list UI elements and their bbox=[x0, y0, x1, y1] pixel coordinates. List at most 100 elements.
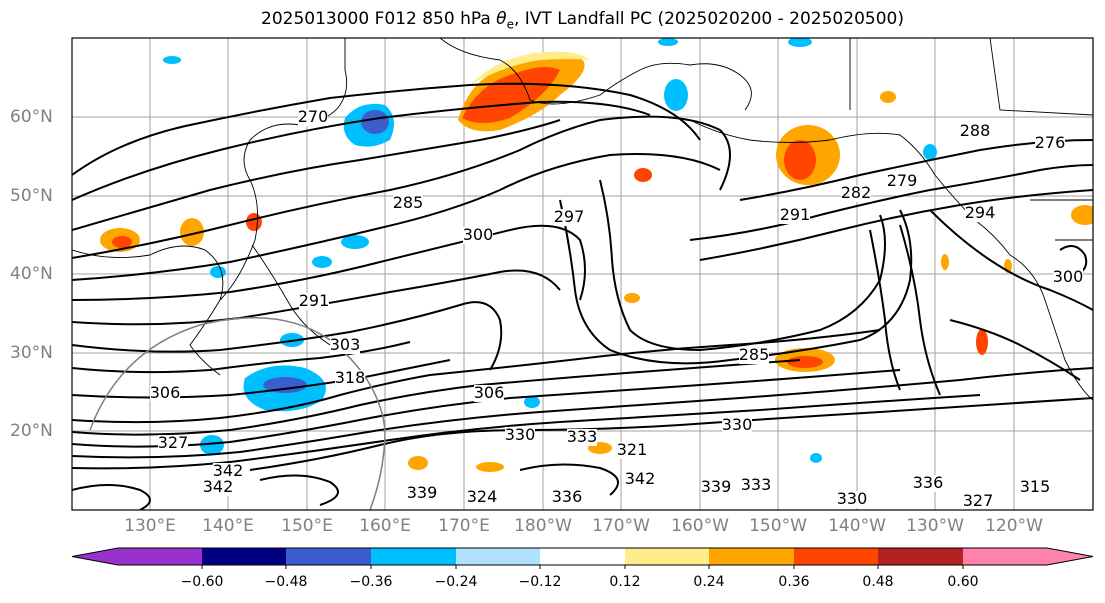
lat-label: 30°N bbox=[10, 343, 53, 363]
contour-label-bg bbox=[963, 493, 993, 510]
contour-label: 342 bbox=[625, 469, 656, 488]
contour-label-bg bbox=[960, 123, 990, 140]
contour-label-bg bbox=[567, 429, 597, 446]
colorbar-outline bbox=[71, 547, 1094, 566]
lon-label: 180°W bbox=[514, 516, 572, 536]
contour-label: 282 bbox=[841, 183, 872, 202]
lon-label: 140°W bbox=[828, 516, 886, 536]
contour-label-bg bbox=[1053, 269, 1083, 286]
contour-label: 285 bbox=[739, 345, 770, 364]
colorbar-tick-label: 0.60 bbox=[947, 574, 979, 590]
contour-label: 336 bbox=[552, 487, 583, 506]
contour-label: 300 bbox=[463, 225, 494, 244]
colorbar-tick-label: −0.24 bbox=[434, 574, 478, 590]
contour-label-bg bbox=[841, 185, 871, 202]
colorbar-segment bbox=[456, 548, 540, 565]
contour-label-bg bbox=[554, 209, 584, 226]
contour-label-bg bbox=[335, 370, 365, 387]
contour-label-bg bbox=[299, 293, 329, 310]
contour-label-bg bbox=[505, 427, 535, 444]
colorbar-tick-label: 0.24 bbox=[693, 574, 725, 590]
contour-label-bg bbox=[213, 463, 243, 480]
lon-label: 130°E bbox=[124, 516, 176, 536]
contour-label-bg bbox=[474, 385, 504, 402]
contour-label: 336 bbox=[913, 473, 944, 492]
lon-label: 150°E bbox=[281, 516, 333, 536]
contour-label: 327 bbox=[158, 433, 189, 452]
contour-label: 291 bbox=[299, 291, 330, 310]
colorbar-tick-label: −0.12 bbox=[518, 574, 562, 590]
contour-label: 306 bbox=[474, 383, 505, 402]
contour-label-bg bbox=[837, 491, 867, 508]
contour-label: 339 bbox=[701, 477, 732, 496]
contour-label-bg bbox=[913, 475, 943, 492]
contour-label: 303 bbox=[330, 335, 361, 354]
colorbar-segment bbox=[963, 548, 1093, 565]
contour-label: 285 bbox=[393, 193, 424, 212]
contour-label: 279 bbox=[887, 171, 918, 190]
contour-label-bg bbox=[887, 173, 917, 190]
contour-label-bg bbox=[965, 205, 995, 222]
contour-label: 342 bbox=[213, 461, 244, 480]
contour-label: 270 bbox=[298, 107, 329, 126]
colorbar-segment bbox=[625, 548, 709, 565]
contour-label: 288 bbox=[960, 121, 991, 140]
contour-label: 330 bbox=[837, 489, 868, 508]
colorbar-tick-label: 0.36 bbox=[778, 574, 810, 590]
equator-circle-arc bbox=[89, 317, 386, 510]
lon-label: 150°W bbox=[749, 516, 807, 536]
contour-label-bg bbox=[407, 485, 437, 502]
contour-label-bg bbox=[467, 489, 497, 506]
lon-label: 130°W bbox=[906, 516, 964, 536]
contour-label-bg bbox=[1020, 479, 1050, 496]
contour-label-bg bbox=[158, 435, 188, 452]
lat-label: 60°N bbox=[10, 107, 53, 127]
contour-label: 330 bbox=[722, 415, 753, 434]
lat-label: 50°N bbox=[10, 186, 53, 206]
contour-label: 297 bbox=[554, 207, 585, 226]
map-frame bbox=[71, 37, 1094, 511]
lon-label: 140°E bbox=[202, 516, 254, 536]
lon-label: 160°E bbox=[359, 516, 411, 536]
colorbar-segment bbox=[371, 548, 456, 565]
lon-label: 170°W bbox=[592, 516, 650, 536]
lon-label: 170°E bbox=[438, 516, 490, 536]
contour-label-bg bbox=[203, 479, 233, 496]
contour-label: 276 bbox=[1035, 133, 1066, 152]
contour-label-bg bbox=[739, 347, 769, 364]
contour-label: 294 bbox=[965, 203, 996, 222]
positive-anomaly-bering-edge bbox=[470, 51, 590, 85]
colorbar-tick-label: 0.48 bbox=[862, 574, 894, 590]
contour-label-bg bbox=[463, 227, 493, 244]
positive-anomaly-gulf-alaska-core bbox=[784, 140, 816, 180]
coastlines bbox=[72, 38, 1093, 401]
contour-label-bg bbox=[617, 442, 647, 459]
contour-label-bg bbox=[780, 207, 810, 224]
contour-label: 333 bbox=[741, 475, 772, 494]
contour-label: 333 bbox=[567, 427, 598, 446]
contour-label-bg bbox=[722, 417, 752, 434]
map-title: 2025013000 F012 850 hPa θe, IVT Landfall… bbox=[261, 9, 904, 32]
contour-label-bg bbox=[298, 109, 328, 126]
lat-label: 40°N bbox=[10, 264, 53, 284]
contour-label: 321 bbox=[617, 440, 648, 459]
colorbar-segment bbox=[794, 548, 878, 565]
contour-label: 330 bbox=[505, 425, 536, 444]
colorbar-tick-label: −0.36 bbox=[349, 574, 393, 590]
contour-label-bg bbox=[393, 195, 423, 212]
contour-label: 300 bbox=[1053, 267, 1084, 286]
theta-e-contours bbox=[72, 82, 1093, 510]
contour-label: 318 bbox=[335, 368, 366, 387]
colorbar-segment bbox=[72, 548, 202, 565]
colorbar-segment bbox=[540, 548, 625, 565]
contour-label: 291 bbox=[780, 205, 811, 224]
contour-label-bg bbox=[150, 385, 180, 402]
contour-label-bg bbox=[1035, 135, 1065, 152]
contour-label-bg bbox=[701, 479, 731, 496]
colorbar-tick-label: −0.60 bbox=[180, 574, 224, 590]
contour-label-bg bbox=[625, 471, 655, 488]
colorbar-segment bbox=[202, 548, 286, 565]
